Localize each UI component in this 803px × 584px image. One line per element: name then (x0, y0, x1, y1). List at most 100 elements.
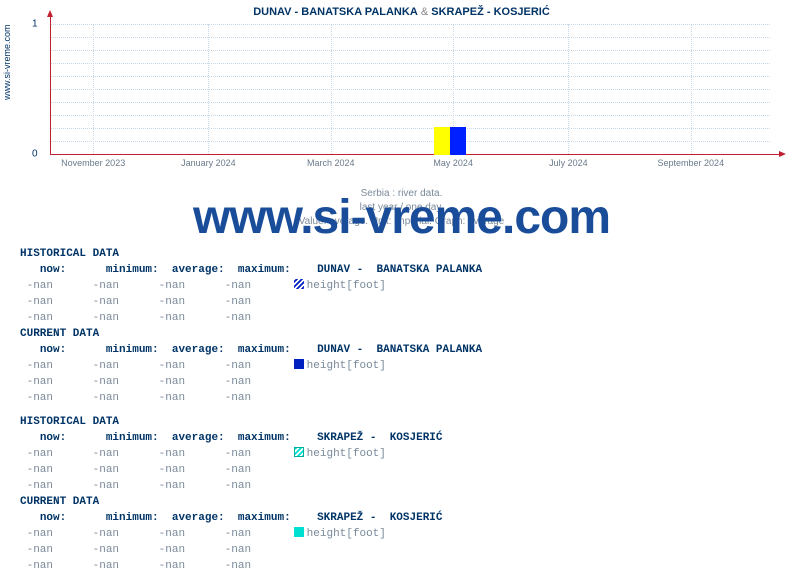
col-head: minimum: (106, 264, 172, 276)
section-head: HISTORICAL DATA (20, 248, 119, 260)
data-value: -nan (159, 360, 225, 372)
gridline-v (568, 24, 569, 154)
data-value: -nan (93, 448, 159, 460)
x-tick-label: September 2024 (658, 158, 725, 168)
data-value: -nan (93, 296, 159, 308)
title-sep: & (418, 6, 431, 18)
station-name: DUNAV - BANATSKA PALANKA (317, 344, 482, 356)
data-value: -nan (159, 312, 225, 324)
gridline-v (208, 24, 209, 154)
x-axis (50, 154, 780, 155)
gridline-h-minor (50, 102, 770, 103)
series-marker-icon (294, 359, 304, 369)
unit-label: height[foot] (307, 528, 386, 540)
data-value: -nan (27, 296, 93, 308)
gridline-h-minor (50, 37, 770, 38)
data-tables: HISTORICAL DATA now: minimum: average: m… (20, 246, 780, 574)
data-value: -nan (27, 360, 93, 372)
col-head: average: (172, 264, 238, 276)
data-value: -nan (225, 312, 291, 324)
data-value: -nan (225, 376, 291, 388)
plot-region (50, 24, 770, 154)
data-value: -nan (93, 560, 159, 572)
data-value: -nan (225, 464, 291, 476)
data-value: -nan (225, 280, 291, 292)
gridline-h-minor (50, 115, 770, 116)
col-head: minimum: (106, 344, 172, 356)
data-value: -nan (93, 376, 159, 388)
data-value: -nan (159, 392, 225, 404)
gridline-h-minor (50, 50, 770, 51)
data-value: -nan (225, 544, 291, 556)
legend-color-2 (450, 127, 466, 155)
legend-color-1 (434, 127, 450, 155)
col-head: minimum: (106, 432, 172, 444)
station-name: SKRAPEŽ - KOSJERIĆ (317, 432, 442, 444)
data-value: -nan (27, 280, 93, 292)
data-value: -nan (27, 448, 93, 460)
gridline-h-minor (50, 141, 770, 142)
data-value: -nan (27, 560, 93, 572)
data-value: -nan (225, 448, 291, 460)
gridline-v (691, 24, 692, 154)
col-head: maximum: (238, 344, 304, 356)
x-tick-label: July 2024 (549, 158, 588, 168)
gridline-h-minor (50, 89, 770, 90)
data-value: -nan (93, 392, 159, 404)
col-head: now: (40, 344, 106, 356)
data-value: -nan (93, 312, 159, 324)
col-head: maximum: (238, 264, 304, 276)
section-head: CURRENT DATA (20, 496, 99, 508)
series-marker-icon (294, 447, 304, 457)
data-value: -nan (93, 480, 159, 492)
data-value: -nan (93, 280, 159, 292)
legend-swatch (434, 127, 466, 155)
data-value: -nan (225, 560, 291, 572)
data-value: -nan (27, 312, 93, 324)
data-value: -nan (159, 448, 225, 460)
y-tick-label: 1 (32, 19, 38, 30)
gridline-v (331, 24, 332, 154)
data-value: -nan (93, 464, 159, 476)
y-axis-label: www.si-vreme.com (2, 24, 12, 100)
col-head: now: (40, 432, 106, 444)
unit-label: height[foot] (307, 360, 386, 372)
unit-label: height[foot] (307, 280, 386, 292)
subtitle-2: last year / one day. (0, 202, 803, 213)
data-value: -nan (159, 376, 225, 388)
data-value: -nan (159, 464, 225, 476)
data-value: -nan (159, 280, 225, 292)
data-value: -nan (225, 296, 291, 308)
chart-title: DUNAV - BANATSKA PALANKA & SKRAPEŽ - KOS… (0, 6, 803, 18)
gridline-h (50, 24, 770, 25)
x-tick-label: March 2024 (307, 158, 355, 168)
col-head: now: (40, 512, 106, 524)
col-head: average: (172, 344, 238, 356)
data-value: -nan (159, 544, 225, 556)
data-value: -nan (27, 528, 93, 540)
x-tick-label: May 2024 (433, 158, 473, 168)
section-head: HISTORICAL DATA (20, 416, 119, 428)
y-axis (50, 16, 51, 154)
data-value: -nan (225, 392, 291, 404)
title-right: SKRAPEŽ - KOSJERIĆ (431, 6, 550, 18)
col-head: now: (40, 264, 106, 276)
col-head: average: (172, 432, 238, 444)
station-name: SKRAPEŽ - KOSJERIĆ (317, 512, 442, 524)
data-value: -nan (27, 376, 93, 388)
data-value: -nan (159, 296, 225, 308)
data-value: -nan (93, 528, 159, 540)
gridline-v (93, 24, 94, 154)
subtitle-3: Value: average. Unit: imperial. Graph: a… (0, 216, 803, 227)
data-value: -nan (93, 544, 159, 556)
y-tick-label: 0 (32, 149, 38, 160)
series-marker-icon (294, 527, 304, 537)
col-head: maximum: (238, 512, 304, 524)
x-tick-label: November 2023 (61, 158, 125, 168)
gridline-h-minor (50, 63, 770, 64)
data-value: -nan (159, 560, 225, 572)
data-value: -nan (225, 360, 291, 372)
data-value: -nan (225, 480, 291, 492)
chart-area: 01November 2023January 2024March 2024May… (40, 24, 780, 172)
subtitle-1: Serbia : river data. (0, 188, 803, 199)
